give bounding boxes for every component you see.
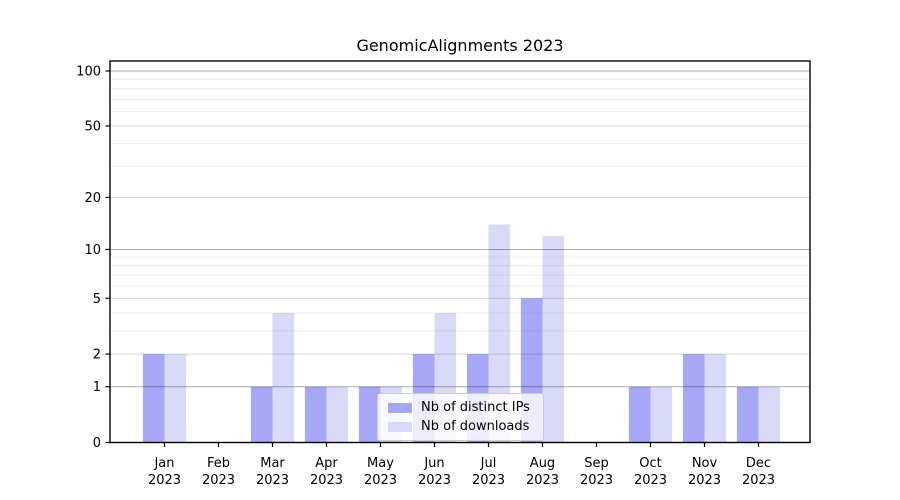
y-tick-label: 10 (84, 243, 101, 258)
legend-entry-downloads: Nb of downloads (388, 419, 543, 434)
chart-legend: Nb of distinct IPs Nb of downloads (377, 393, 544, 441)
chart-title: GenomicAlignments 2023 (356, 36, 564, 55)
x-tick-label-month: Dec (746, 456, 771, 471)
bar-downloads-dec (758, 386, 781, 443)
x-tick-label-month: Mar (260, 456, 285, 471)
x-tick-label-year: 2023 (472, 473, 505, 488)
bar-distinct-ips-mar (250, 386, 273, 443)
bar-downloads-jul (488, 224, 511, 443)
x-tick-label-month: Jul (480, 456, 497, 471)
legend-swatch-distinct-ips-icon (388, 402, 412, 413)
x-tick-label-year: 2023 (364, 473, 397, 488)
x-tick-label-month: May (367, 456, 394, 471)
x-tick-label-month: Apr (315, 456, 338, 471)
bar-distinct-ips-apr (304, 386, 327, 443)
bar-distinct-ips-dec (736, 386, 759, 443)
x-tick-label-year: 2023 (310, 473, 343, 488)
legend-entry-distinct-ips: Nb of distinct IPs (388, 400, 543, 415)
x-tick-label-month: Sep (584, 456, 609, 471)
x-tick-label-year: 2023 (634, 473, 667, 488)
legend-swatch-downloads-icon (388, 421, 412, 432)
bar-distinct-ips-jan (142, 354, 165, 443)
y-tick-label: 1 (93, 380, 101, 395)
x-tick-label-year: 2023 (202, 473, 235, 488)
y-tick-label: 100 (76, 65, 101, 80)
x-tick-label-month: Oct (639, 456, 661, 471)
bar-downloads-jan (164, 354, 187, 443)
x-tick-label-year: 2023 (580, 473, 613, 488)
bar-downloads-apr (326, 386, 349, 443)
x-tick-label-year: 2023 (742, 473, 775, 488)
x-tick-label-month: Jun (423, 456, 444, 471)
bar-downloads-mar (272, 312, 295, 443)
y-tick-label: 0 (93, 436, 101, 451)
x-tick-label-year: 2023 (526, 473, 559, 488)
bar-distinct-ips-may (358, 386, 381, 443)
x-tick-label-year: 2023 (688, 473, 721, 488)
x-tick-label-month: Nov (692, 456, 718, 471)
legend-label-downloads: Nb of downloads (421, 419, 530, 434)
bar-downloads-aug (542, 236, 565, 443)
y-tick-label: 5 (93, 292, 101, 307)
x-tick-label-year: 2023 (418, 473, 451, 488)
y-tick-label: 20 (84, 191, 101, 206)
bar-distinct-ips-oct (628, 386, 651, 443)
y-tick-label: 2 (93, 348, 101, 363)
plot-border (109, 60, 811, 444)
y-tick-label: 50 (84, 120, 101, 135)
x-tick-label-month: Aug (530, 456, 555, 471)
bar-downloads-oct (650, 386, 673, 443)
bar-distinct-ips-nov (682, 354, 705, 443)
x-tick-label-year: 2023 (256, 473, 289, 488)
x-tick-label-year: 2023 (148, 473, 181, 488)
x-tick-label-month: Jan (153, 456, 174, 471)
bar-downloads-nov (704, 354, 727, 443)
x-tick-label-month: Feb (207, 456, 230, 471)
legend-label-distinct-ips: Nb of distinct IPs (421, 400, 530, 415)
